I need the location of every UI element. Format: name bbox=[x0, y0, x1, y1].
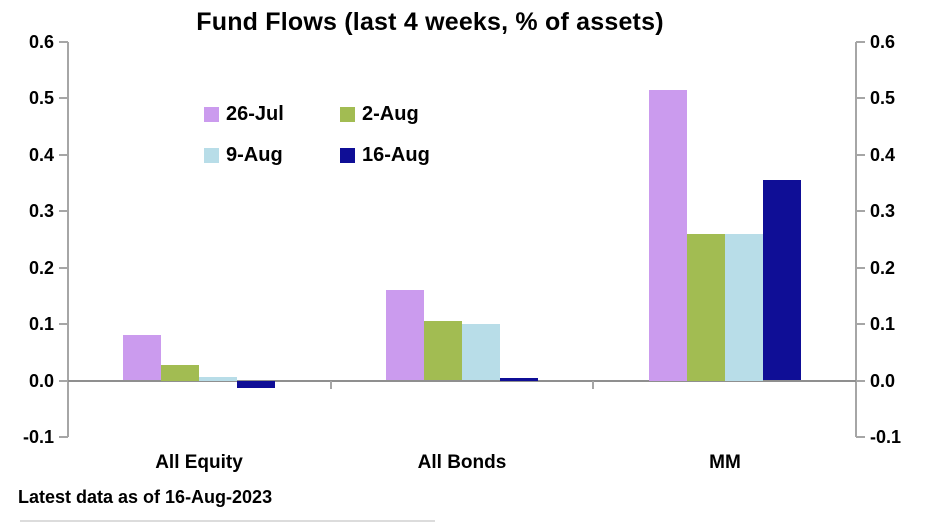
y-axis-label-right: 0.2 bbox=[870, 258, 896, 278]
chart-legend: 26-Jul 2-Aug 9-Aug 16-Aug bbox=[204, 103, 430, 167]
y-tick-left bbox=[59, 323, 68, 325]
y-tick-left bbox=[59, 97, 68, 99]
category-label: MM bbox=[709, 452, 741, 473]
y-tick-right bbox=[856, 210, 865, 212]
y-axis-label-left: -0.1 bbox=[22, 427, 54, 447]
bar-2-aug-mm bbox=[687, 234, 725, 381]
legend-label: 26-Jul bbox=[226, 103, 284, 125]
legend-label: 9-Aug bbox=[226, 144, 283, 166]
y-axis-right bbox=[855, 42, 857, 437]
y-axis-label-left: 0.2 bbox=[28, 258, 54, 278]
y-tick-left bbox=[59, 267, 68, 269]
zero-gridline bbox=[68, 380, 856, 382]
y-tick-right bbox=[856, 97, 865, 99]
y-axis-label-left: 0.3 bbox=[28, 201, 54, 221]
y-axis-label-left: 0.0 bbox=[28, 371, 54, 391]
category-label: All Equity bbox=[155, 452, 243, 473]
footnote: Latest data as of 16-Aug-2023 bbox=[18, 487, 273, 507]
y-axis-label-right: -0.1 bbox=[870, 427, 902, 447]
category-label: All Bonds bbox=[417, 452, 507, 473]
legend-swatch-icon bbox=[340, 107, 355, 122]
y-tick-right bbox=[856, 154, 865, 156]
y-tick-right bbox=[856, 323, 865, 325]
bar-2-aug-all-bonds bbox=[424, 321, 462, 380]
y-axis-label-right: 0.6 bbox=[870, 32, 896, 52]
legend-item-16-aug: 16-Aug bbox=[340, 144, 430, 167]
chart-title: Fund Flows (last 4 weeks, % of assets) bbox=[196, 8, 664, 36]
y-tick-right bbox=[856, 436, 865, 438]
legend-label: 16-Aug bbox=[362, 144, 430, 166]
bar-16-aug-mm bbox=[763, 180, 801, 380]
y-axis-label-right: 0.3 bbox=[870, 201, 896, 221]
y-axis-label-right: 0.4 bbox=[870, 145, 896, 165]
y-axis-label-right: 0.1 bbox=[870, 314, 896, 334]
legend-label: 2-Aug bbox=[362, 103, 419, 125]
y-axis-label-left: 0.1 bbox=[28, 314, 54, 334]
legend-swatch-icon bbox=[340, 148, 355, 163]
legend-item-9-aug: 9-Aug bbox=[204, 144, 340, 167]
y-axis-label-left: 0.4 bbox=[28, 145, 54, 165]
y-axis-label-left: 0.6 bbox=[28, 32, 54, 52]
x-axis-tick bbox=[330, 381, 332, 389]
bottom-divider bbox=[20, 520, 435, 522]
y-tick-left bbox=[59, 436, 68, 438]
y-axis-label-right: 0.5 bbox=[870, 88, 896, 108]
bar-16-aug-all-equity bbox=[237, 381, 275, 388]
y-axis-label-right: 0.0 bbox=[870, 371, 896, 391]
bar-26-jul-mm bbox=[649, 90, 687, 381]
legend-item-26-jul: 26-Jul bbox=[204, 103, 340, 126]
y-axis-label-left: 0.5 bbox=[28, 88, 54, 108]
bar-2-aug-all-equity bbox=[161, 365, 199, 381]
bar-9-aug-all-bonds bbox=[462, 324, 500, 380]
y-tick-left bbox=[59, 380, 68, 382]
y-tick-right bbox=[856, 267, 865, 269]
y-tick-right bbox=[856, 380, 865, 382]
y-axis-left bbox=[67, 42, 69, 437]
y-tick-right bbox=[856, 41, 865, 43]
bar-26-jul-all-equity bbox=[123, 335, 161, 380]
y-tick-left bbox=[59, 154, 68, 156]
bar-9-aug-mm bbox=[725, 234, 763, 381]
bar-9-aug-all-equity bbox=[199, 377, 237, 381]
legend-swatch-icon bbox=[204, 107, 219, 122]
y-tick-left bbox=[59, 41, 68, 43]
legend-item-2-aug: 2-Aug bbox=[340, 103, 430, 126]
bar-16-aug-all-bonds bbox=[500, 378, 538, 381]
bar-26-jul-all-bonds bbox=[386, 290, 424, 380]
x-axis-tick bbox=[592, 381, 594, 389]
y-tick-left bbox=[59, 210, 68, 212]
legend-swatch-icon bbox=[204, 148, 219, 163]
